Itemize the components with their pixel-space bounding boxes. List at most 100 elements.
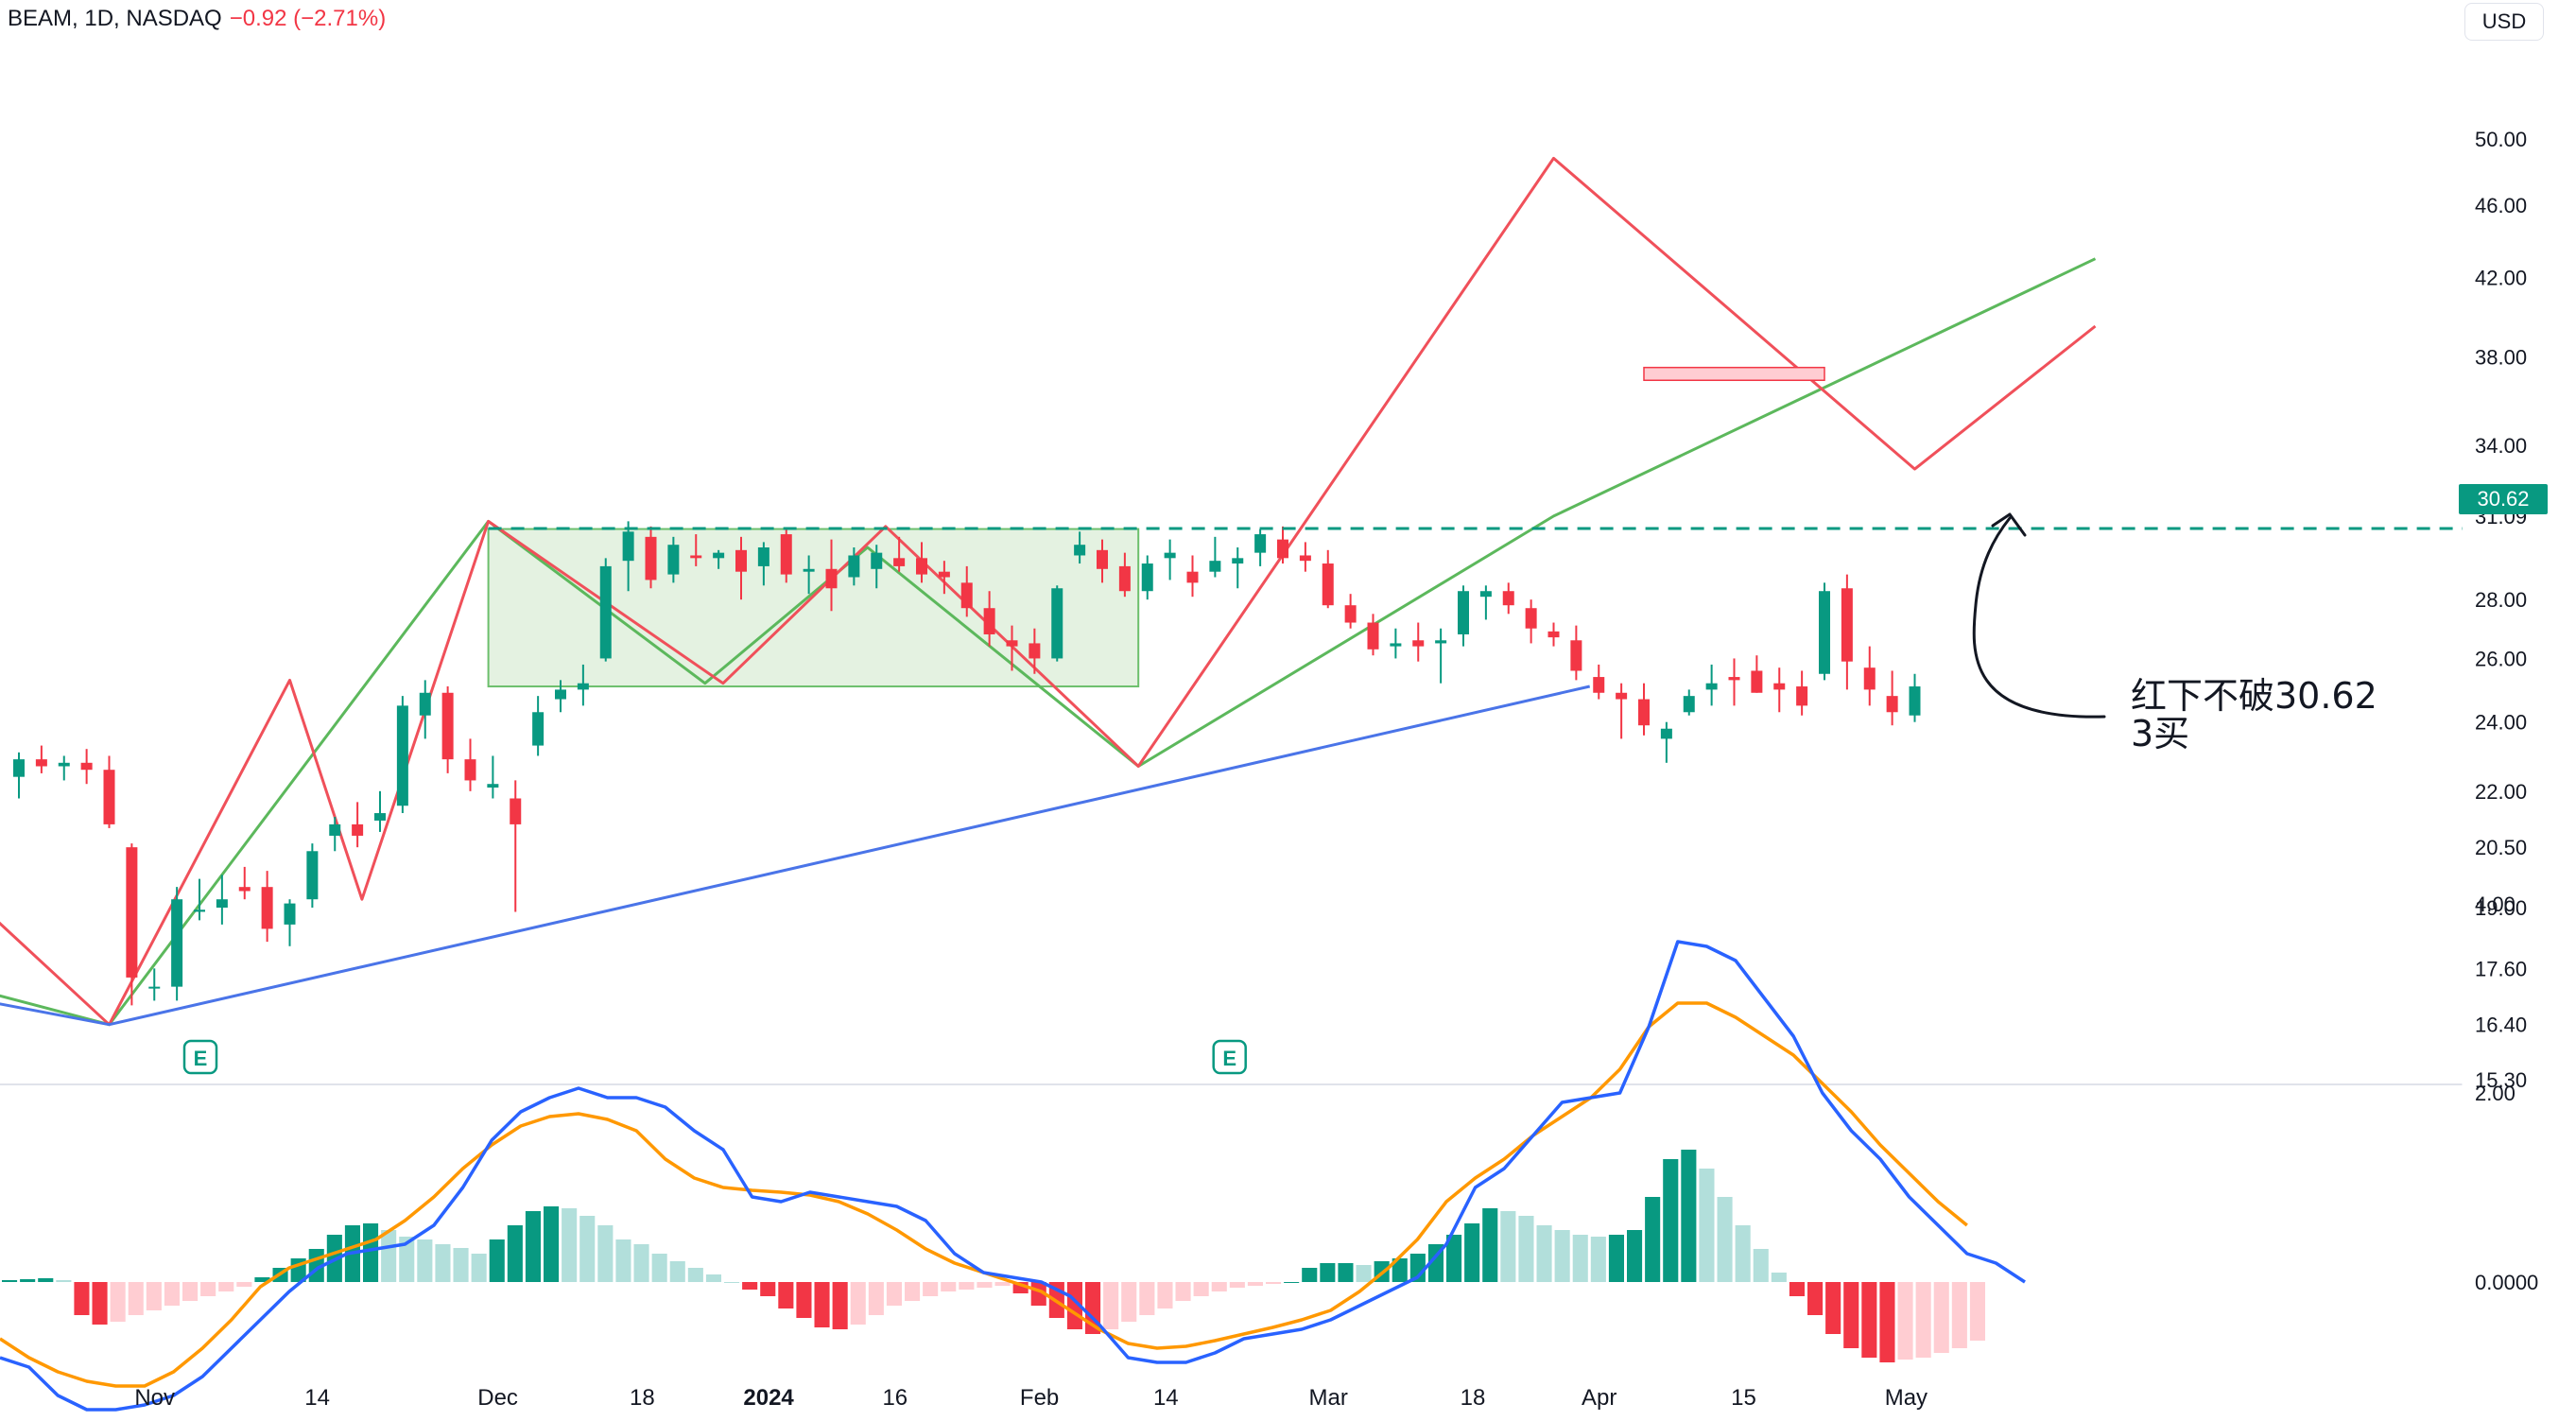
macd-histogram-bar: [1608, 1235, 1624, 1282]
candle-body: [555, 689, 566, 700]
candle-body: [1909, 686, 1921, 716]
candle-body: [1051, 588, 1063, 659]
candle-body: [667, 545, 680, 575]
macd-tick-label: 2.00: [2475, 1082, 2515, 1105]
macd-histogram-bar: [868, 1282, 884, 1315]
macd-histogram-bar: [742, 1282, 758, 1290]
blue-trend-line: [0, 685, 1591, 1027]
candle-body: [1209, 561, 1221, 572]
candle-body: [374, 813, 386, 821]
macd-pane: [0, 940, 2026, 1412]
macd-histogram-bar: [1554, 1230, 1570, 1282]
candle-body: [464, 759, 476, 781]
macd-histogram-bar: [1717, 1197, 1733, 1282]
price-tick-label: 15.30: [2475, 1068, 2527, 1092]
macd-histogram-bar: [399, 1237, 415, 1282]
candle-body: [1863, 667, 1876, 690]
candle-body: [261, 887, 273, 929]
price-tick-label: 19.00: [2475, 896, 2527, 920]
macd-axis[interactable]: 4.00 2.00 0.0000: [2475, 892, 2538, 1294]
candle-body: [1705, 683, 1718, 690]
time-axis[interactable]: 16Nov14Dec18202416Feb14Mar18Apr15May: [0, 1385, 1928, 1411]
annotation-text: 红下不破30.62 3买: [2131, 677, 2377, 753]
macd-histogram-bar: [1879, 1282, 1895, 1362]
macd-histogram-bar: [832, 1282, 848, 1329]
candle-body: [126, 847, 138, 978]
candle-body: [1367, 622, 1379, 650]
candle-body: [1458, 591, 1469, 634]
candle-body: [1277, 539, 1288, 559]
candle-body: [1074, 545, 1086, 556]
red-zigzag-line: [0, 156, 2097, 1027]
symbol-header[interactable]: BEAM, 1D, NASDAQ −0.92 (−2.71%): [8, 6, 386, 32]
price-tick-label: 24.00: [2475, 711, 2527, 735]
macd-histogram-bar: [74, 1282, 90, 1315]
candle-body: [938, 571, 950, 578]
macd-histogram-bar: [796, 1282, 812, 1318]
time-tick-label: 2024: [743, 1385, 794, 1411]
candle-body: [1006, 640, 1018, 647]
macd-histogram-bar: [56, 1280, 72, 1282]
price-axis[interactable]: 50.0046.0042.0038.0034.0031.0928.0026.00…: [2475, 128, 2527, 1092]
symbol-title: BEAM, 1D, NASDAQ: [8, 6, 222, 31]
candle-body: [690, 555, 702, 559]
macd-histogram-bar: [1518, 1216, 1534, 1282]
price-tick-label: 26.00: [2475, 647, 2527, 670]
time-tick-label: 18: [1461, 1385, 1486, 1411]
candle-body: [419, 692, 431, 716]
candle-body: [352, 823, 364, 836]
arrow-curve: [1972, 516, 2106, 719]
macd-histogram-bar: [254, 1277, 270, 1282]
macd-histogram-bar: [381, 1230, 397, 1282]
candle-body: [148, 986, 161, 989]
candle-body: [284, 903, 296, 925]
macd-tick-label: 4.00: [2475, 892, 2515, 916]
macd-histogram-bar: [1157, 1282, 1173, 1308]
currency-button[interactable]: USD: [2464, 3, 2544, 41]
candle-body: [825, 568, 838, 589]
macd-histogram-bar: [1103, 1282, 1119, 1329]
macd-histogram-bar: [1302, 1268, 1318, 1282]
candle-body: [1728, 677, 1740, 681]
macd-histogram-bar: [597, 1225, 614, 1282]
macd-histogram-bar: [579, 1216, 596, 1282]
macd-histogram-bar: [1807, 1282, 1824, 1315]
time-tick-label: Apr: [1582, 1385, 1616, 1411]
candle-body: [238, 887, 251, 892]
time-tick-label: 15: [1731, 1385, 1756, 1411]
candle-body: [216, 899, 228, 909]
macd-histogram-bar: [218, 1282, 234, 1291]
macd-histogram-bar: [417, 1239, 433, 1282]
macd-histogram-bar: [1482, 1208, 1498, 1282]
macd-histogram-bar: [814, 1282, 830, 1327]
macd-histogram-bar: [778, 1282, 794, 1308]
candle-body: [1322, 563, 1334, 606]
candle-body: [1773, 683, 1786, 690]
macd-histogram-bar: [453, 1248, 469, 1282]
macd-histogram-bar: [1789, 1282, 1805, 1296]
candle-body: [871, 552, 883, 569]
candle-body: [1254, 534, 1267, 553]
candle-body: [780, 534, 792, 575]
candle-body: [1841, 588, 1853, 662]
time-tick-label: Feb: [1020, 1385, 1059, 1411]
price-tick-label: 50.00: [2475, 128, 2527, 151]
macd-histogram-bar: [923, 1282, 939, 1296]
macd-histogram-bar: [92, 1282, 108, 1325]
candle-body: [1164, 552, 1176, 559]
macd-histogram-bar: [633, 1244, 649, 1282]
price-tick-label: 16.40: [2475, 1014, 2527, 1037]
earnings-letter: E: [1222, 1047, 1236, 1070]
macd-histogram-bar: [1338, 1263, 1354, 1282]
price-tick-label: 34.00: [2475, 434, 2527, 458]
candle-body: [103, 770, 115, 824]
macd-histogram-bar: [886, 1282, 902, 1306]
candle-body: [1299, 555, 1311, 562]
macd-histogram-bar: [1211, 1282, 1227, 1291]
candle-body: [960, 582, 973, 609]
candle-body: [1412, 640, 1425, 647]
candle-body: [1616, 692, 1628, 700]
candles: [13, 521, 1921, 1006]
